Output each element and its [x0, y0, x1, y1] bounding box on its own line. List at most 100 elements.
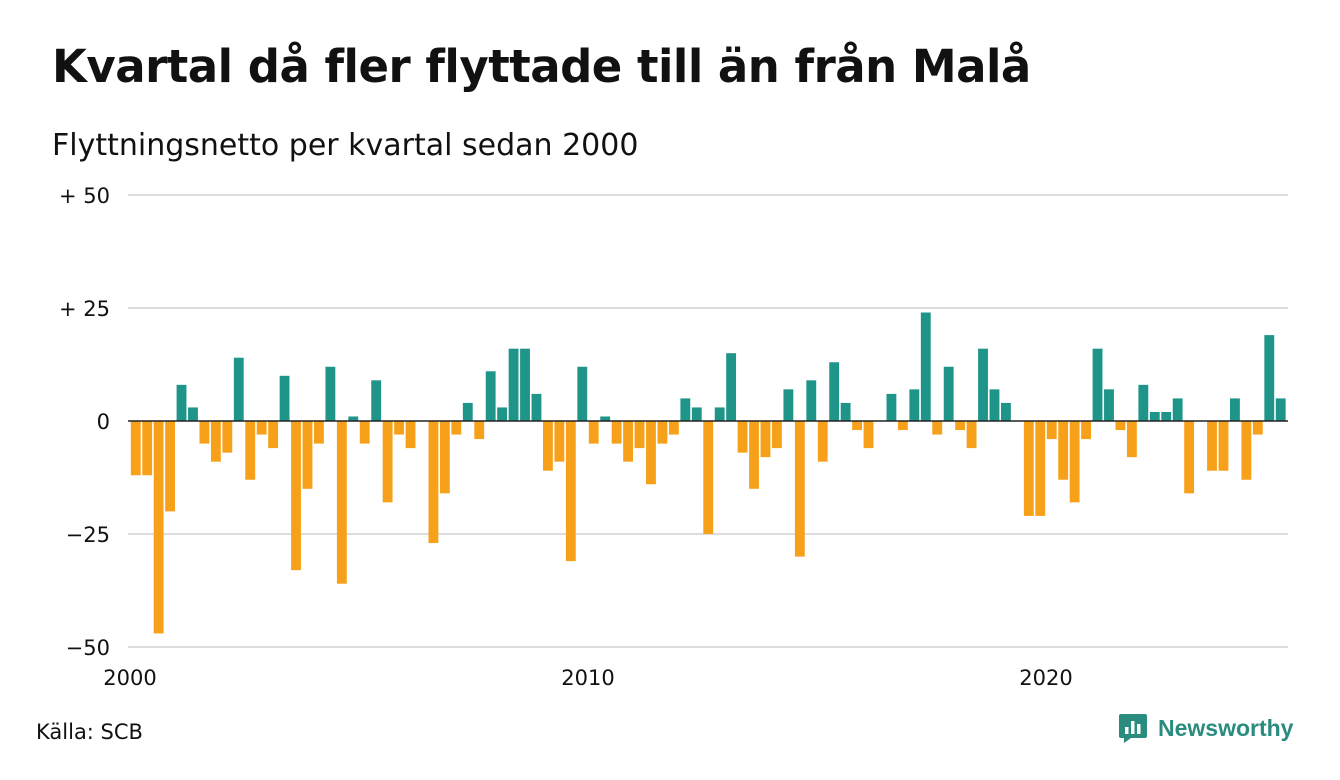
bar — [439, 421, 450, 494]
bar — [703, 421, 714, 534]
chart-title: Kvartal då fler flyttade till än från Ma… — [52, 40, 1031, 93]
x-tick-label: 2020 — [1019, 666, 1072, 690]
bar — [772, 421, 782, 449]
bar — [142, 421, 153, 476]
bar — [554, 421, 565, 462]
bar — [657, 421, 668, 444]
bar — [680, 398, 691, 421]
bar — [577, 366, 588, 421]
brand[interactable]: Newsworthy — [1118, 712, 1293, 744]
bar — [1001, 402, 1011, 421]
bar — [1058, 421, 1069, 480]
bar — [199, 421, 210, 444]
bar — [188, 407, 198, 421]
bar — [726, 353, 737, 421]
bar — [1115, 421, 1126, 431]
bar — [1218, 421, 1229, 471]
bar — [336, 421, 347, 584]
bar — [394, 421, 404, 435]
bar — [497, 407, 508, 421]
y-tick-label: 0 — [97, 410, 110, 434]
bar — [543, 421, 553, 471]
bar — [668, 421, 679, 435]
bar — [1126, 421, 1137, 458]
bar — [451, 421, 462, 435]
bar — [314, 421, 324, 444]
bar — [462, 402, 473, 421]
bar — [508, 348, 519, 421]
bar — [1252, 421, 1263, 435]
bar — [760, 421, 771, 458]
bar — [783, 389, 794, 421]
y-tick-label: + 50 — [59, 184, 110, 208]
bar — [600, 416, 611, 421]
bar — [1241, 421, 1252, 480]
x-tick-label: 2010 — [561, 666, 614, 690]
source-note: Källa: SCB — [36, 720, 143, 744]
bar — [428, 421, 439, 544]
bar — [829, 362, 840, 421]
bar — [714, 407, 725, 421]
bar — [943, 366, 954, 421]
bar — [1230, 398, 1240, 421]
bar — [749, 421, 759, 489]
bar — [1172, 398, 1183, 421]
bar — [565, 421, 576, 562]
bar — [920, 312, 931, 421]
bar — [1161, 411, 1172, 421]
x-tick-label: 2000 — [103, 666, 156, 690]
chart-subtitle: Flyttningsnetto per kvartal sedan 2000 — [52, 128, 639, 163]
bar — [863, 421, 874, 449]
bar — [1138, 384, 1149, 421]
bar — [646, 421, 656, 485]
bar — [1104, 389, 1114, 421]
y-tick-label: −25 — [66, 523, 110, 547]
bar — [165, 421, 175, 512]
y-tick-labels: + 50 + 25 0 −25 −50 — [59, 184, 110, 660]
bar — [405, 421, 416, 449]
bar — [932, 421, 943, 435]
bar — [1035, 421, 1046, 516]
bar — [153, 421, 164, 634]
bar — [852, 421, 862, 431]
bar — [1023, 421, 1034, 516]
bar — [1149, 411, 1160, 421]
bar — [989, 389, 1000, 421]
bar — [359, 421, 370, 444]
x-tick-labels: 2000 2010 2020 — [103, 666, 1072, 690]
bar — [1081, 421, 1091, 440]
bars — [130, 312, 1286, 634]
bar — [222, 421, 233, 453]
bar — [909, 389, 920, 421]
bar — [382, 421, 393, 503]
bar — [130, 421, 141, 476]
bar — [245, 421, 256, 480]
bar — [978, 348, 988, 421]
bar — [623, 421, 633, 462]
bar — [966, 421, 977, 449]
bar — [485, 371, 496, 421]
bar — [794, 421, 805, 557]
bar — [588, 421, 599, 444]
bar — [1264, 335, 1275, 421]
bar — [840, 402, 851, 421]
bar — [897, 421, 908, 431]
bar — [348, 416, 359, 421]
bar — [325, 366, 336, 421]
bar — [268, 421, 279, 449]
bar — [691, 407, 702, 421]
bar-chart: + 50 + 25 0 −25 −50 2000 2010 2020 — [59, 184, 1288, 690]
bar — [474, 421, 485, 440]
bar — [291, 421, 301, 571]
bar — [233, 357, 244, 421]
bar — [210, 421, 221, 462]
bar — [1275, 398, 1286, 421]
bar — [256, 421, 267, 435]
bar — [1069, 421, 1080, 503]
bar — [1207, 421, 1217, 471]
bar — [531, 393, 542, 421]
bar — [634, 421, 645, 449]
brand-name: Newsworthy — [1158, 714, 1294, 741]
bar — [371, 380, 382, 421]
bar — [176, 384, 187, 421]
